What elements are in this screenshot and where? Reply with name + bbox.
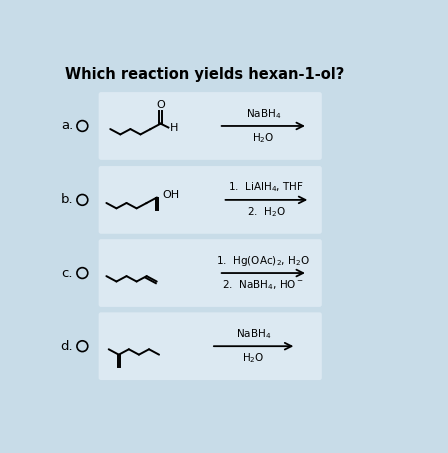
Text: H: H <box>170 123 178 133</box>
Text: NaBH$_4$: NaBH$_4$ <box>236 327 271 341</box>
Text: 2.  H$_2$O: 2. H$_2$O <box>247 205 286 219</box>
Text: a.: a. <box>61 120 73 132</box>
Text: NaBH$_4$: NaBH$_4$ <box>246 107 281 120</box>
FancyBboxPatch shape <box>99 92 322 160</box>
FancyBboxPatch shape <box>99 312 322 380</box>
Text: 1.  Hg(OAc)$_2$, H$_2$O: 1. Hg(OAc)$_2$, H$_2$O <box>216 254 310 268</box>
Text: 1.  LiAlH$_4$, THF: 1. LiAlH$_4$, THF <box>228 181 305 194</box>
FancyBboxPatch shape <box>99 239 322 307</box>
Text: d.: d. <box>60 340 73 353</box>
Text: O: O <box>156 100 165 110</box>
Text: H$_2$O: H$_2$O <box>252 131 275 145</box>
Text: OH: OH <box>162 190 179 200</box>
Text: c.: c. <box>61 266 73 280</box>
Text: 2.  NaBH$_4$, HO$^-$: 2. NaBH$_4$, HO$^-$ <box>222 279 304 292</box>
Text: Which reaction yields hexan-1-ol?: Which reaction yields hexan-1-ol? <box>65 67 345 82</box>
FancyBboxPatch shape <box>99 166 322 234</box>
Text: b.: b. <box>60 193 73 207</box>
Text: H$_2$O: H$_2$O <box>242 352 265 366</box>
